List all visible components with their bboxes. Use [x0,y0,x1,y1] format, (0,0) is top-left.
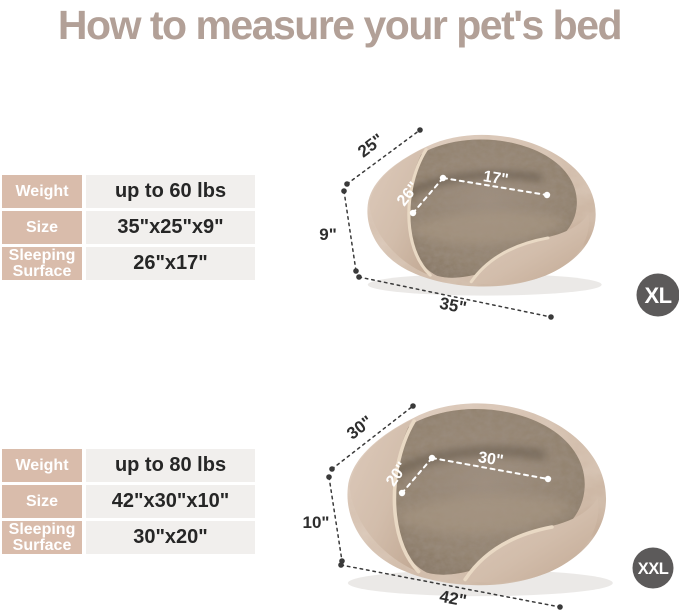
row-label-weight: Weight [2,449,82,482]
dim-label-height: 9" [319,225,337,244]
dim-label-bottom-width: 35" [438,294,468,318]
row-value-weight: up to 80 lbs [86,449,255,482]
sleep-surface-line-depth [401,457,433,494]
sleep-surface-line-width [431,457,549,480]
dim-line-height [343,190,357,272]
size-badge-xxl: XXL [632,547,674,589]
dim-label-height: 10" [303,513,330,532]
dim-label-top-edge: 30" [343,412,376,443]
dim-dot [417,127,423,133]
table-row: Size 42"x30"x10" [2,485,255,518]
badge-circle [636,273,679,317]
dim-line-top-edge [331,405,414,470]
row-value-sleeping-surface: 26"x17" [86,247,255,280]
table-row: Size 35"x25"x9" [2,211,255,244]
row-value-sleeping-surface: 30"x20" [86,521,255,554]
inner-dot [439,174,447,182]
size-badge-xl: XL [636,273,679,317]
pet-bed-photo-xl [352,127,613,302]
dim-line-height [328,476,343,562]
sleep-surface-line-depth [412,177,444,214]
dim-dot [548,314,554,320]
dim-dot [410,403,416,409]
inner-dot [409,209,417,217]
dim-dot [353,268,359,274]
sleep-label-width: 17" [482,168,510,189]
dim-line-bottom-width [358,276,552,318]
dim-label-top-edge: 25" [354,130,387,161]
row-label-size: Size [2,211,82,244]
row-label-weight: Weight [2,175,82,208]
dim-label-bottom-width: 42" [438,587,468,611]
badge-label: XL [644,283,671,308]
table-row: Sleeping Surface 26"x17" [2,247,255,280]
dim-dot [341,188,347,194]
dim-line-bottom-width [340,564,561,608]
dim-dot [326,474,332,480]
spec-table-xxl: Weight up to 80 lbs Size 42"x30"x10" Sle… [2,449,255,554]
dim-dot [344,181,350,187]
row-value-size: 42"x30"x10" [86,485,255,518]
badge-label: XXL [638,560,669,578]
row-label-sleeping-surface: Sleeping Surface [2,247,82,280]
badge-circle [632,547,674,589]
dim-dot [329,466,335,472]
inner-dot [544,475,552,483]
table-row: Weight up to 60 lbs [2,175,255,208]
dim-line-top-edge [346,129,421,185]
inner-dot [428,454,436,462]
inner-dot [543,191,551,199]
page-title: How to measure your pet's bed [57,2,623,48]
row-label-sleeping-surface: Sleeping Surface [2,521,82,554]
sleep-surface-line-width [442,177,548,196]
dim-dot [356,274,362,280]
dim-dot [338,562,344,568]
row-label-size: Size [2,485,82,518]
row-value-size: 35"x25"x9" [86,211,255,244]
table-row: Sleeping Surface 30"x20" [2,521,255,554]
inner-dot [398,489,406,497]
dim-dot [557,604,563,610]
sleep-label-width: 30" [477,449,505,470]
table-row: Weight up to 80 lbs [2,449,255,482]
spec-table-xl: Weight up to 60 lbs Size 35"x25"x9" Slee… [2,175,255,280]
row-value-weight: up to 60 lbs [86,175,255,208]
